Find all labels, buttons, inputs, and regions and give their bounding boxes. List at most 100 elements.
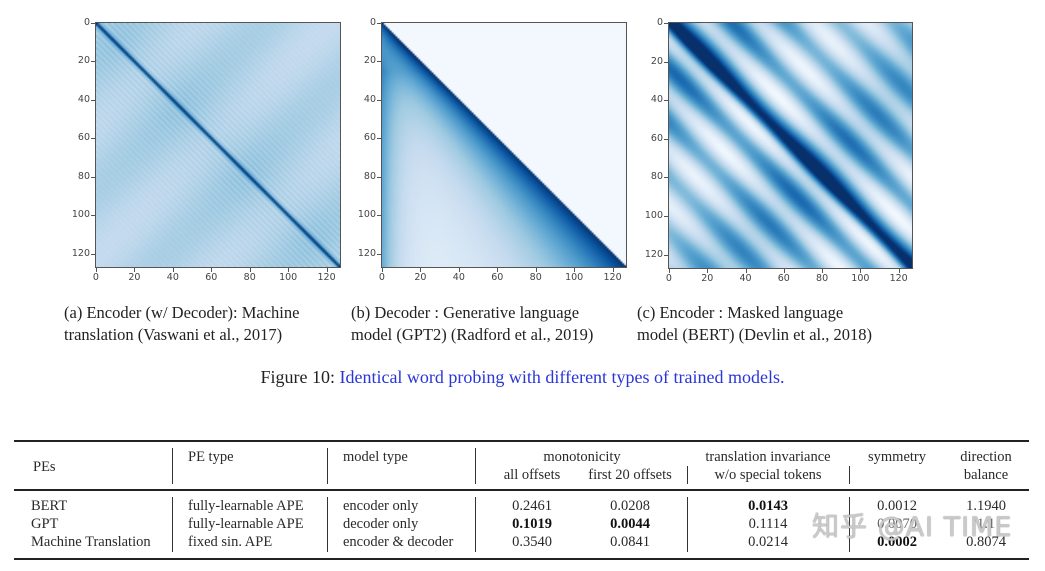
x-tick-mark xyxy=(668,269,670,273)
y-tick-mark xyxy=(664,138,668,140)
x-tick-mark xyxy=(574,268,576,272)
y-tick-label: 40 xyxy=(363,93,376,105)
cell-direction-balance: 0.8074 xyxy=(966,534,1006,550)
y-tick-mark xyxy=(664,100,668,102)
y-tick-label: 80 xyxy=(650,171,663,183)
col-divider xyxy=(327,448,329,484)
x-tick-mark xyxy=(612,268,614,272)
x-tick-label: 100 xyxy=(279,272,298,283)
x-tick-label: 120 xyxy=(603,272,622,283)
x-tick-mark xyxy=(249,268,251,272)
heatmap-canvas xyxy=(668,22,913,269)
y-tick-mark xyxy=(377,176,381,178)
header-balance: balance xyxy=(963,467,1009,483)
x-tick-mark xyxy=(134,268,136,272)
x-tick-label: 100 xyxy=(565,272,584,283)
x-tick-label: 20 xyxy=(701,273,714,284)
x-tick-label: 20 xyxy=(414,272,427,283)
header-translation-invariance-sub: w/o special tokens xyxy=(714,467,822,483)
x-tick-mark xyxy=(497,268,499,272)
caption-b-line2: model (GPT2) (Radford et al., 2019) xyxy=(351,325,594,344)
y-tick-label: 100 xyxy=(71,209,90,221)
y-tick-label: 20 xyxy=(363,55,376,67)
x-tick-label: 80 xyxy=(243,272,256,283)
header-monotonicity: monotonicity xyxy=(543,449,621,465)
x-tick-label: 40 xyxy=(166,272,179,283)
figure-label: Figure 10: xyxy=(260,367,340,387)
table-top-rule xyxy=(14,440,1029,442)
y-tick-mark xyxy=(377,99,381,101)
header-model-type: model type xyxy=(343,449,408,465)
x-tick-mark xyxy=(458,268,460,272)
caption-b-line1: (b) Decoder : Generative language xyxy=(351,303,580,322)
x-tick-mark xyxy=(420,268,422,272)
x-tick-label: 80 xyxy=(529,272,542,283)
cell-symmetry: 0.0012 xyxy=(877,498,917,514)
cell-model-type: encoder only xyxy=(343,498,419,514)
cell-all-offsets: 0.2461 xyxy=(512,498,552,514)
x-tick-mark xyxy=(783,269,785,273)
y-tick-label: 120 xyxy=(71,247,90,259)
col-divider xyxy=(327,497,329,552)
y-tick-mark xyxy=(377,253,381,255)
y-tick-mark xyxy=(664,22,668,24)
cell-all-offsets: 0.1019 xyxy=(512,516,552,532)
cell-first-20: 0.0208 xyxy=(610,498,650,514)
y-tick-mark xyxy=(91,61,95,63)
y-tick-mark xyxy=(91,138,95,140)
figure-caption: Figure 10: Identical word probing with d… xyxy=(0,367,1045,388)
x-tick-label: 120 xyxy=(317,272,336,283)
cell-symmetry: 0.0070 xyxy=(877,516,917,532)
y-tick-mark xyxy=(377,61,381,63)
x-tick-label: 100 xyxy=(851,273,870,284)
x-tick-mark xyxy=(288,268,290,272)
header-pes: PEs xyxy=(33,459,56,475)
x-tick-label: 60 xyxy=(205,272,218,283)
x-tick-label: 60 xyxy=(777,273,790,284)
cell-translation-invariance: 0.0143 xyxy=(748,498,788,514)
y-tick-label: 20 xyxy=(650,55,663,67)
x-tick-mark xyxy=(95,268,97,272)
cell-translation-invariance: 0.0214 xyxy=(748,534,788,550)
x-tick-label: 0 xyxy=(665,273,672,284)
x-tick-mark xyxy=(745,269,747,273)
y-tick-label: 20 xyxy=(77,55,90,67)
x-tick-mark xyxy=(898,269,900,273)
y-tick-label: 0 xyxy=(656,16,663,28)
y-tick-mark xyxy=(91,99,95,101)
header-symmetry: symmetry xyxy=(868,449,926,465)
y-tick-label: 100 xyxy=(644,209,663,221)
y-tick-label: 0 xyxy=(369,16,376,28)
cell-translation-invariance: 0.1114 xyxy=(748,516,788,532)
cell-pes: GPT xyxy=(31,516,59,532)
x-tick-label: 60 xyxy=(491,272,504,283)
cell-pes: BERT xyxy=(31,498,68,514)
y-tick-label: 120 xyxy=(357,247,376,259)
y-tick-mark xyxy=(377,215,381,217)
y-tick-mark xyxy=(664,254,668,256)
y-tick-mark xyxy=(377,22,381,24)
caption-c-line1: (c) Encoder : Masked language xyxy=(637,303,844,322)
cell-model-type: decoder only xyxy=(343,516,419,532)
y-tick-mark xyxy=(377,138,381,140)
y-tick-mark xyxy=(91,253,95,255)
header-pe-type: PE type xyxy=(188,449,234,465)
col-divider xyxy=(172,497,174,552)
cell-first-20: 0.0044 xyxy=(610,516,650,532)
y-tick-mark xyxy=(91,176,95,178)
cell-direction-balance: 1.1940 xyxy=(966,498,1006,514)
col-divider xyxy=(475,448,477,484)
cell-all-offsets: 0.3540 xyxy=(512,534,552,550)
y-tick-label: 60 xyxy=(77,132,90,144)
header-direction: direction xyxy=(960,449,1012,465)
figure-caption-link[interactable]: Identical word probing with different ty… xyxy=(339,367,785,387)
x-tick-label: 0 xyxy=(378,272,385,283)
cell-pe-type: fixed sin. APE xyxy=(188,534,273,550)
y-tick-label: 80 xyxy=(363,170,376,182)
y-tick-mark xyxy=(664,177,668,179)
caption-c-line2: model (BERT) (Devlin et al., 2018) xyxy=(637,325,872,344)
heatmap-canvas xyxy=(381,22,627,268)
heatmap-canvas xyxy=(95,22,341,268)
y-tick-label: 40 xyxy=(650,94,663,106)
header-all-offsets: all offsets xyxy=(503,467,561,483)
